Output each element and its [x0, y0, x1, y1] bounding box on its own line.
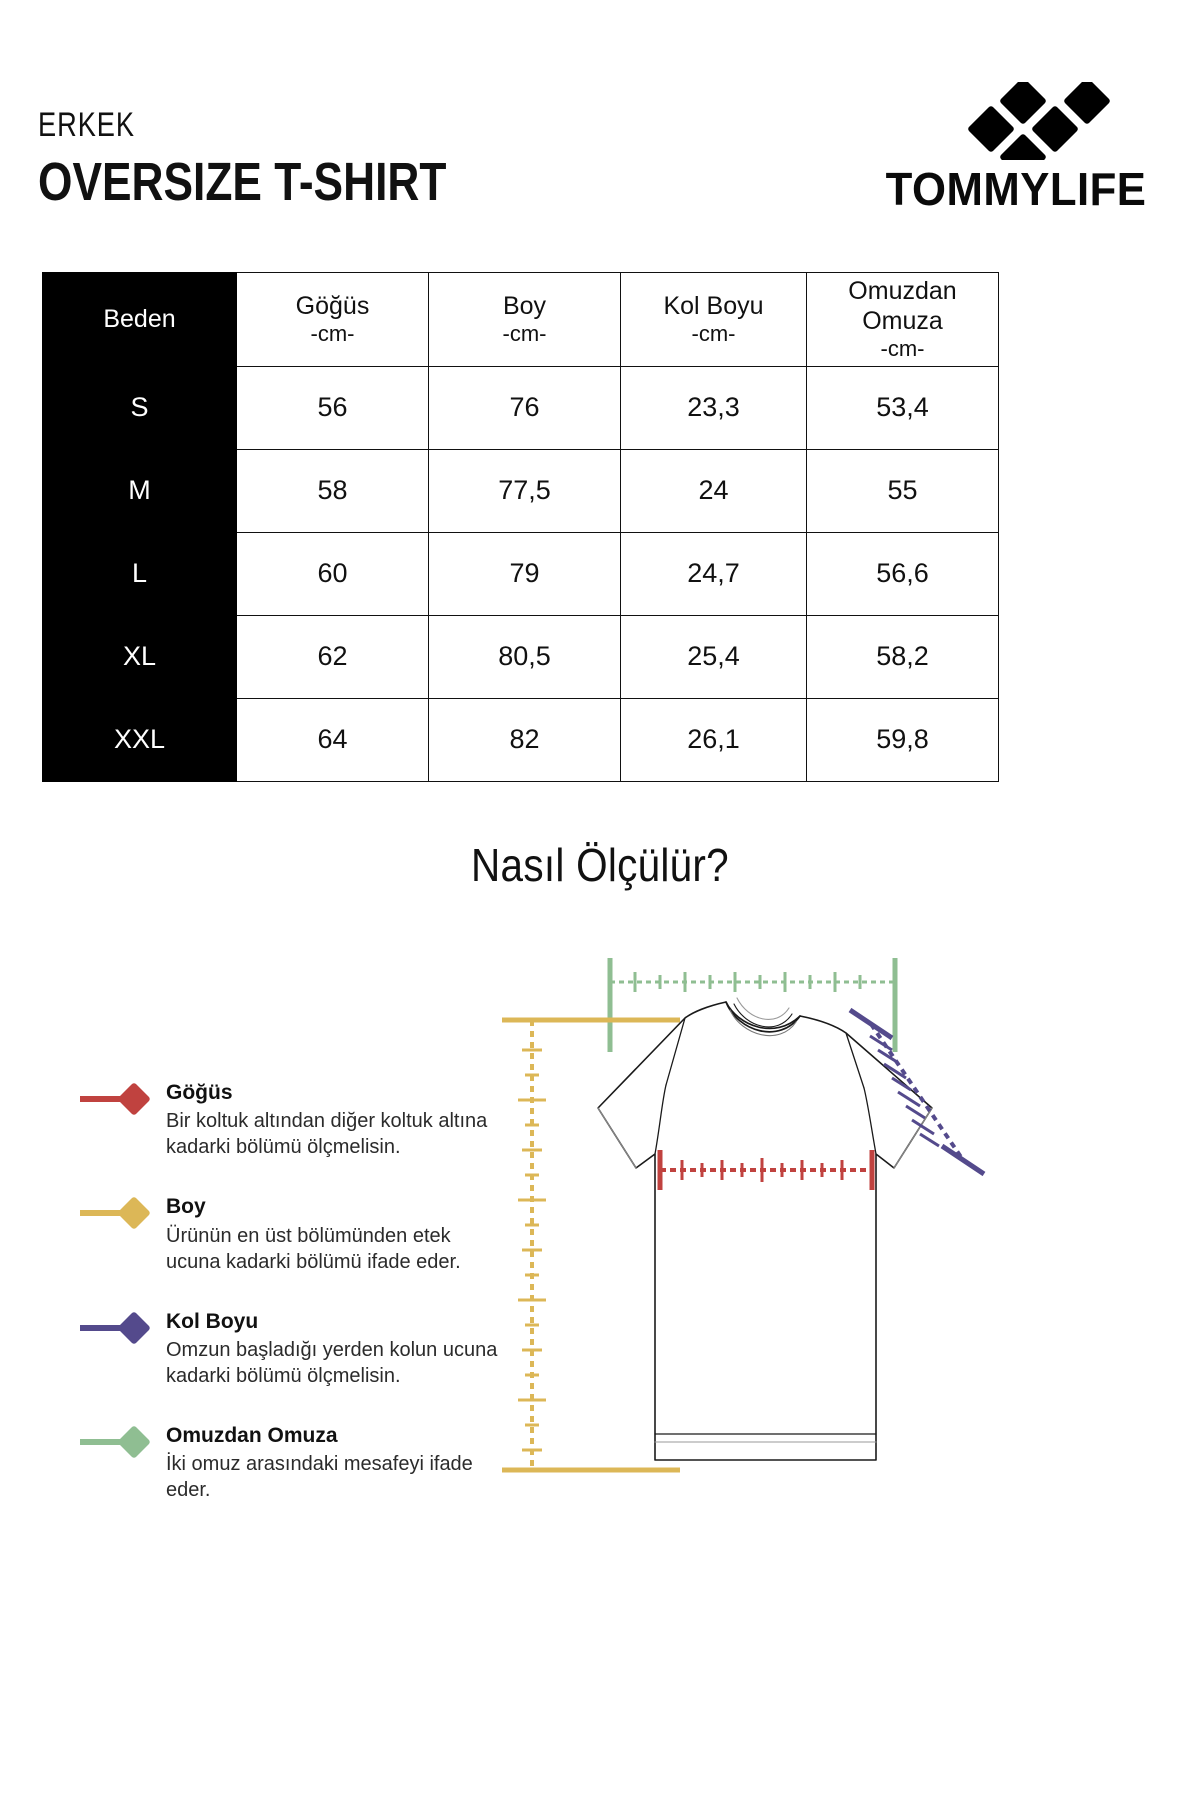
- legend-description: Omzun başladığı yerden kolun ucuna kadar…: [166, 1338, 498, 1387]
- legend-item-boy: Boy Ürünün en üst bölümünden etek ucuna …: [78, 1194, 498, 1274]
- diamond-marker-icon: [80, 1083, 150, 1115]
- legend-item-kol-boyu: Kol Boyu Omzun başladığı yerden kolun uc…: [78, 1309, 498, 1389]
- table-row: M 58 77,5 24 55: [42, 448, 999, 533]
- cell-omuz: 55: [806, 448, 999, 533]
- cell-gogus: 58: [236, 448, 429, 533]
- cell-omuz: 58,2: [806, 614, 999, 699]
- legend-description: Ürünün en üst bölümünden etek ucuna kada…: [166, 1224, 461, 1273]
- cell-omuz: 53,4: [806, 365, 999, 450]
- title-block: ERKEK OVERSIZE T-SHIRT: [38, 108, 536, 211]
- legend-body: Omuzdan Omuza İki omuz arasındaki mesafe…: [166, 1423, 498, 1503]
- legend-label: Göğüs: [166, 1081, 233, 1104]
- chest-measure-line: [657, 1150, 875, 1190]
- page-header: ERKEK OVERSIZE T-SHIRT TOMMYLIFE: [0, 0, 1200, 250]
- table-row: XXL 64 82 26,1 59,8: [42, 697, 999, 782]
- cell-gogus: 62: [236, 614, 429, 699]
- cell-size: XL: [42, 614, 237, 699]
- cell-gogus: 64: [236, 697, 429, 782]
- garment-diagram: [480, 940, 1040, 1500]
- legend-body: Göğüs Bir koltuk altından diğer koltuk a…: [166, 1080, 498, 1160]
- legend-item-omuzdan-omuza: Omuzdan Omuza İki omuz arasındaki mesafe…: [78, 1423, 498, 1503]
- cell-kol: 26,1: [620, 697, 807, 782]
- cell-size: M: [42, 448, 237, 533]
- cell-boy: 80,5: [428, 614, 621, 699]
- legend-body: Kol Boyu Omzun başladığı yerden kolun uc…: [166, 1309, 498, 1389]
- brand-lockup: TOMMYLIFE: [866, 82, 1166, 212]
- legend-label: Kol Boyu: [166, 1309, 259, 1333]
- diamond-marker-icon: [80, 1426, 150, 1458]
- brand-name: TOMMYLIFE: [885, 163, 1147, 215]
- cell-kol: 24: [620, 448, 807, 533]
- legend-label: Boy: [166, 1195, 206, 1219]
- shoulder-measure-line: [607, 958, 898, 1052]
- column-header-gogus: Göğüs -cm-: [236, 272, 429, 367]
- measurement-legend: Göğüs Bir koltuk altından diğer koltuk a…: [78, 1080, 498, 1537]
- diamond-marker-icon: [80, 1197, 150, 1229]
- legend-description: İki omuz arasındaki mesafeyi ifade eder.: [166, 1453, 473, 1501]
- table-row: L 60 79 24,7 56,6: [42, 531, 999, 616]
- cell-size: L: [42, 531, 237, 616]
- legend-item-gogus: Göğüs Bir koltuk altından diğer koltuk a…: [78, 1080, 498, 1160]
- page-title: OVERSIZE T-SHIRT: [38, 152, 447, 212]
- column-header-beden: Beden: [42, 272, 237, 367]
- legend-description: Bir koltuk altından diğer koltuk altına …: [166, 1110, 488, 1159]
- sleeve-measure-line: [848, 1007, 986, 1177]
- cell-size: S: [42, 365, 237, 450]
- cell-omuz: 56,6: [806, 531, 999, 616]
- cell-boy: 77,5: [428, 448, 621, 533]
- cell-omuz: 59,8: [806, 697, 999, 782]
- cell-kol: 25,4: [620, 614, 807, 699]
- cell-kol: 23,3: [620, 365, 807, 450]
- cell-size: XXL: [42, 697, 237, 782]
- legend-body: Boy Ürünün en üst bölümünden etek ucuna …: [166, 1194, 498, 1274]
- cell-boy: 76: [428, 365, 621, 450]
- tshirt-outline-icon: [597, 997, 933, 1461]
- cell-gogus: 56: [236, 365, 429, 450]
- cell-boy: 79: [428, 531, 621, 616]
- howto-section-title: Nasıl Ölçülür?: [471, 839, 729, 891]
- cell-gogus: 60: [236, 531, 429, 616]
- table-header-row: Beden Göğüs -cm- Boy -cm- Kol Boyu -cm- …: [42, 272, 999, 367]
- legend-label: Omuzdan Omuza: [166, 1423, 338, 1447]
- diamond-marker-icon: [80, 1311, 150, 1344]
- column-header-kol-boyu: Kol Boyu -cm-: [620, 272, 807, 367]
- length-measure-line: [502, 1017, 680, 1473]
- column-header-boy: Boy -cm-: [428, 272, 621, 367]
- page-kicker: ERKEK: [38, 106, 136, 144]
- cell-kol: 24,7: [620, 531, 807, 616]
- table-row: S 56 76 23,3 53,4: [42, 365, 999, 450]
- column-header-omuzdan-omuza: Omuzdan Omuza -cm-: [806, 272, 999, 367]
- cell-boy: 82: [428, 697, 621, 782]
- diamond-cluster-logo-icon: [968, 82, 1110, 160]
- table-row: XL 62 80,5 25,4 58,2: [42, 614, 999, 699]
- size-table: Beden Göğüs -cm- Boy -cm- Kol Boyu -cm- …: [42, 272, 999, 782]
